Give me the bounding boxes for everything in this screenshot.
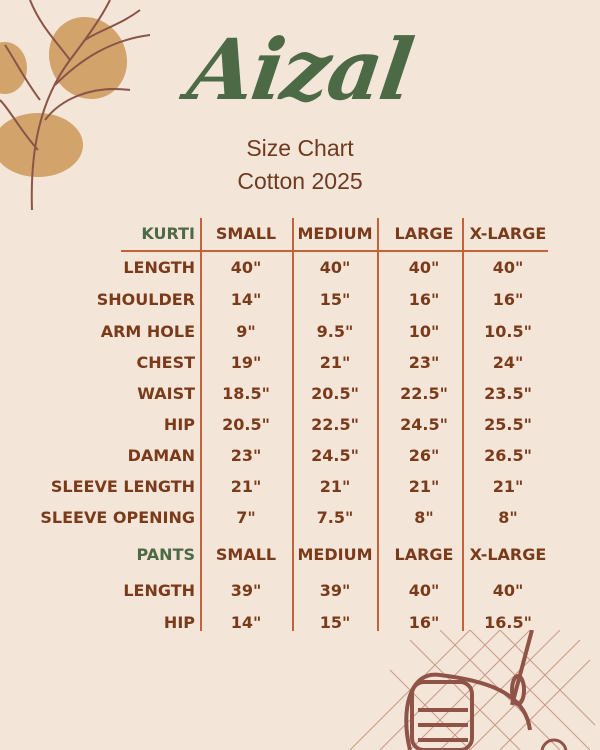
measurement-value: 22.5" [311,415,359,434]
measurement-value: 8" [414,508,434,527]
measurement-value: 14" [230,290,262,309]
measurement-value: 23.5" [484,384,532,403]
measurement-value: 7" [236,508,256,527]
subtitle: Size Chart [246,135,354,161]
size-header: MEDIUM [297,545,373,564]
measurement-value: 20.5" [222,415,270,434]
row-label: ARM HOLE [100,322,195,341]
measurement-value: 26.5" [484,446,532,465]
measurement-value: 15" [319,613,351,632]
measurement-value: 39" [230,581,262,600]
row-label: LENGTH [123,258,195,277]
measurement-value: 23" [408,353,440,372]
measurement-value: 26" [408,446,440,465]
measurement-value: 21" [230,477,262,496]
row-label: SHOULDER [96,290,195,309]
measurement-value: 14" [230,613,262,632]
measurement-value: 22.5" [400,384,448,403]
size-header: LARGE [394,545,454,564]
measurement-value: 18.5" [222,384,270,403]
brand-logo: Aizal [182,20,418,119]
measurement-value: 10" [408,322,440,341]
measurement-value: 16" [492,290,524,309]
measurement-value: 7.5" [316,508,354,527]
measurement-value: 23" [230,446,262,465]
measurement-value: 24" [492,353,524,372]
thread-spool-needle-icon [350,630,596,750]
measurement-value: 21" [319,477,351,496]
header-divider [121,250,548,252]
pants-section-title: PANTS [136,545,195,564]
measurement-value: 24.5" [311,446,359,465]
size-header: MEDIUM [297,224,373,243]
column-divider [200,218,202,631]
size-header: SMALL [215,224,277,243]
measurement-value: 10.5" [484,322,532,341]
kurti-section-title: KURTI [141,224,195,243]
measurement-value: 40" [492,581,524,600]
measurement-value: 19" [230,353,262,372]
size-header: X-LARGE [469,224,547,243]
measurement-value: 25.5" [484,415,532,434]
column-divider [292,218,294,631]
measurement-value: 21" [319,353,351,372]
row-label: WAIST [137,384,195,403]
column-divider [462,218,464,631]
size-header: LARGE [394,224,454,243]
collection-title: Cotton 2025 [237,168,363,194]
row-label: CHEST [136,353,196,372]
column-divider [377,218,379,631]
measurement-value: 40" [230,258,262,277]
measurement-value: 21" [492,477,524,496]
row-label: DAMAN [127,446,195,465]
measurement-value: 9" [236,322,256,341]
measurement-value: 21" [408,477,440,496]
row-label: HIP [163,613,195,632]
size-header: X-LARGE [469,545,547,564]
measurement-value: 20.5" [311,384,359,403]
row-label: HIP [163,415,195,434]
row-label: LENGTH [123,581,195,600]
measurement-value: 40" [408,258,440,277]
row-label: SLEEVE LENGTH [50,477,195,496]
measurement-value: 24.5" [400,415,448,434]
measurement-value: 16" [408,290,440,309]
measurement-value: 16.5" [484,613,532,632]
measurement-value: 16" [408,613,440,632]
measurement-value: 39" [319,581,351,600]
size-header: SMALL [215,545,277,564]
measurement-value: 40" [408,581,440,600]
measurement-value: 15" [319,290,351,309]
measurement-value: 40" [319,258,351,277]
measurement-value: 40" [492,258,524,277]
row-label: SLEEVE OPENING [40,508,195,527]
measurement-value: 8" [498,508,518,527]
measurement-value: 9.5" [316,322,354,341]
branch-with-leaves-icon [0,0,151,211]
